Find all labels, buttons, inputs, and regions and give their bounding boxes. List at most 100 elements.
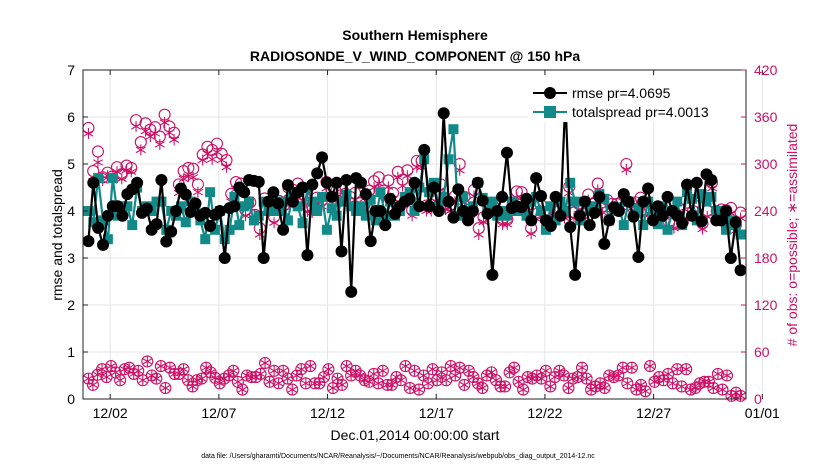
spread-point xyxy=(224,224,235,235)
obs-assimilated-point xyxy=(708,383,718,394)
obs-assimilated-point xyxy=(314,378,325,389)
rmse-point xyxy=(476,194,489,207)
obs-assimilated-point xyxy=(151,373,161,384)
obs-assimilated-point xyxy=(536,373,546,384)
obs-possible-point xyxy=(105,360,118,373)
obs-assimilated-point xyxy=(690,383,700,394)
obs-possible-point xyxy=(295,363,308,376)
x-axis: 12/02 12/07 12/12 12/17 12/22 12/27 01/01 xyxy=(93,70,780,421)
rmse-point xyxy=(316,151,329,164)
obs-possible-point xyxy=(177,363,190,376)
obs-assimilated-point xyxy=(631,384,642,395)
obs-assimilated-point xyxy=(473,378,483,389)
rmse-point xyxy=(442,195,455,208)
x-tick-label: 12/17 xyxy=(419,405,454,421)
obs-assimilated-point xyxy=(387,379,397,390)
rmse-series xyxy=(82,93,747,298)
rmse-point xyxy=(189,197,202,210)
obs-possible-point xyxy=(680,363,693,376)
rmse-point xyxy=(140,202,153,215)
obs-assimilated-point xyxy=(577,362,587,373)
obs-possible-point xyxy=(141,355,154,368)
obs-assimilated-point xyxy=(518,384,528,395)
rmse-point xyxy=(116,209,129,222)
obs-assimilated-point xyxy=(83,127,94,139)
spread-point xyxy=(331,210,342,221)
obs-assimilated-point xyxy=(351,365,361,376)
obs-assimilated-point xyxy=(695,378,705,389)
obs-series xyxy=(82,108,747,402)
y-tick-label-right: 0 xyxy=(754,391,762,407)
rmse-point xyxy=(199,206,212,219)
rmse-point xyxy=(160,235,173,248)
obs-possible-point xyxy=(290,369,303,382)
rmse-point xyxy=(320,176,333,189)
obs-assimilated-point xyxy=(621,163,632,175)
spread-point xyxy=(307,196,318,207)
rmse-point xyxy=(296,181,309,194)
obs-possible-point xyxy=(254,367,267,380)
obs-assimilated-point xyxy=(255,368,266,379)
obs-possible-point xyxy=(182,374,195,387)
obs-assimilated-point xyxy=(150,127,161,139)
spread-point xyxy=(180,217,191,228)
obs-assimilated-point xyxy=(418,370,429,381)
rmse-point xyxy=(131,176,144,189)
rmse-point xyxy=(651,200,664,213)
rmse-point xyxy=(466,205,479,217)
obs-assimilated-point xyxy=(360,375,370,386)
obs-assimilated-point xyxy=(613,370,623,381)
obs-assimilated-point xyxy=(159,116,170,128)
spread-point xyxy=(234,220,245,231)
y-tick-label: 7 xyxy=(67,62,75,78)
rmse-point xyxy=(632,251,645,264)
spread-point xyxy=(122,201,133,212)
spread-point xyxy=(365,194,376,205)
rmse-point xyxy=(301,249,314,262)
obs-possible-point xyxy=(268,364,281,377)
obs-assimilated-point xyxy=(221,161,232,173)
rmse-point xyxy=(218,252,231,264)
spread-point xyxy=(550,215,561,226)
obs-possible-point xyxy=(335,378,349,391)
obs-possible-point xyxy=(236,383,249,396)
rmse-point xyxy=(179,188,192,201)
obs-possible-point xyxy=(476,381,489,395)
obs-assimilated-point xyxy=(464,365,474,376)
obs-assimilated-point xyxy=(319,372,329,383)
obs-possible-point xyxy=(503,366,516,379)
y-tick-label: 4 xyxy=(67,203,75,219)
obs-assimilated-point xyxy=(568,373,578,384)
y-tick-label: 5 xyxy=(67,156,75,172)
obs-assimilated-point xyxy=(346,370,356,381)
rmse-point xyxy=(715,214,728,227)
spread-point xyxy=(540,224,551,235)
obs-possible-point xyxy=(643,360,657,373)
spread-point xyxy=(88,217,99,228)
rmse-point xyxy=(452,183,465,196)
obs-possible-point xyxy=(195,372,208,385)
spread-point xyxy=(380,210,391,221)
rmse-point xyxy=(612,205,625,217)
obs-possible-point xyxy=(222,369,235,382)
obs-possible-point xyxy=(91,145,105,158)
rmse-point xyxy=(676,217,689,230)
obs-assimilated-point xyxy=(649,376,660,387)
obs-assimilated-point xyxy=(411,161,422,173)
rmse-point xyxy=(262,195,275,208)
obs-assimilated-point xyxy=(468,372,478,383)
obs-possible-point xyxy=(159,381,172,395)
obs-assimilated-point xyxy=(402,170,413,182)
spread-point xyxy=(545,201,556,212)
rmse-point xyxy=(486,268,499,281)
obs-possible-point xyxy=(304,360,317,373)
rmse-point xyxy=(656,209,669,222)
legend: rmse pr=4.0695 totalspread pr=4.0013 xyxy=(528,76,740,122)
spread-point xyxy=(570,196,581,207)
obs-assimilated-point xyxy=(211,146,222,158)
obs-possible-point xyxy=(422,377,435,390)
rmse-point xyxy=(447,211,460,224)
rmse-point xyxy=(238,186,251,199)
obs-assimilated-point xyxy=(283,373,293,384)
obs-assimilated-point xyxy=(581,373,592,384)
